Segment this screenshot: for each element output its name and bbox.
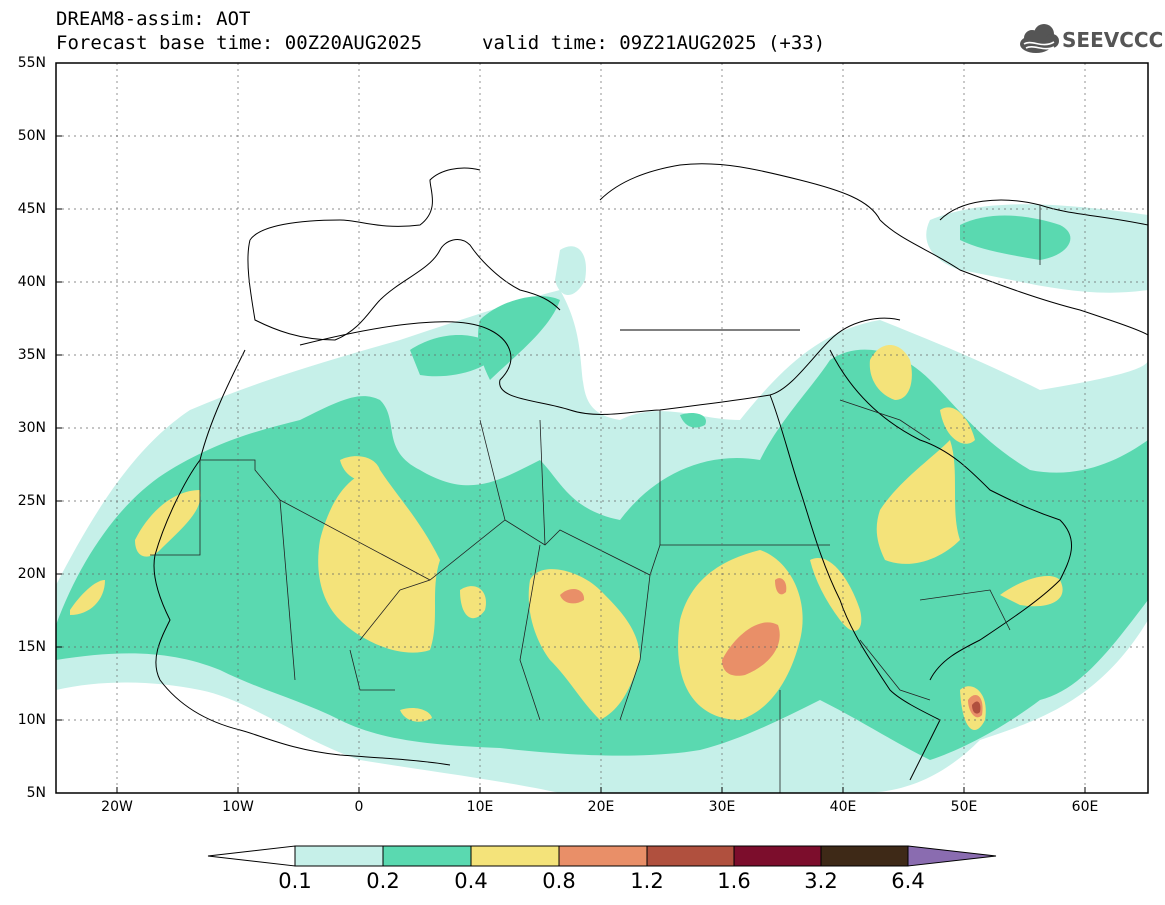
lon-label-40e: 40E [829,799,857,815]
colorbar-label-0-1: 0.1 [278,869,312,893]
lat-label-30n: 30N [17,420,46,436]
colorbar-bin-5 [646,845,735,867]
colorbar-bin-6 [733,845,822,867]
colorbar-under-arrow [207,845,296,867]
colorbar-label-3-2: 3.2 [804,869,838,893]
lon-label-10e: 10E [466,799,494,815]
forecast-base-time: Forecast base time: 00Z20AUG2025 [56,32,423,54]
colorbar [207,845,997,867]
colorbar-bin-2 [382,845,472,867]
colorbar-bin-3 [470,845,560,867]
lat-label-50n: 50N [17,128,46,144]
lat-label-55n: 55N [17,55,46,71]
logo-text: SEEVCCC [1062,28,1164,52]
colorbar-label-0-8: 0.8 [542,869,576,893]
colorbar-over-arrow [907,845,997,867]
lat-label-35n: 35N [17,347,46,363]
lon-label-60e: 60E [1071,799,1099,815]
lon-label-20e: 20E [587,799,615,815]
lat-label-5n: 5N [26,785,46,801]
lat-label-25n: 25N [17,493,46,509]
lat-label-15n: 15N [17,639,46,655]
graticule [56,63,1148,793]
map-title: DREAM8-assim: AOT [56,8,251,30]
lat-label-10n: 10N [17,712,46,728]
axis-ticks [56,135,1086,793]
aot-contours [56,204,1148,793]
lat-label-45n: 45N [17,201,46,217]
colorbar-bin-4 [558,845,648,867]
colorbar-label-1-2: 1.2 [630,869,664,893]
colorbar-bin-7 [820,845,909,867]
lon-label-30e: 30E [708,799,736,815]
lon-label-20w: 20W [101,799,133,815]
cloud-icon [1020,24,1059,53]
colorbar-label-0-4: 0.4 [454,869,488,893]
valid-time: valid time: 09Z21AUG2025 (+33) [482,32,826,54]
country-borders [150,205,1041,793]
lat-label-40n: 40N [17,274,46,290]
colorbar-label-1-6: 1.6 [717,869,751,893]
lon-label-0: 0 [354,799,364,815]
colorbar-bin-1 [294,845,384,867]
colorbar-label-0-2: 0.2 [366,869,400,893]
lon-label-10w: 10W [222,799,254,815]
lon-label-50e: 50E [950,799,978,815]
colorbar-label-6-4: 6.4 [891,869,925,893]
lat-label-20n: 20N [17,566,46,582]
